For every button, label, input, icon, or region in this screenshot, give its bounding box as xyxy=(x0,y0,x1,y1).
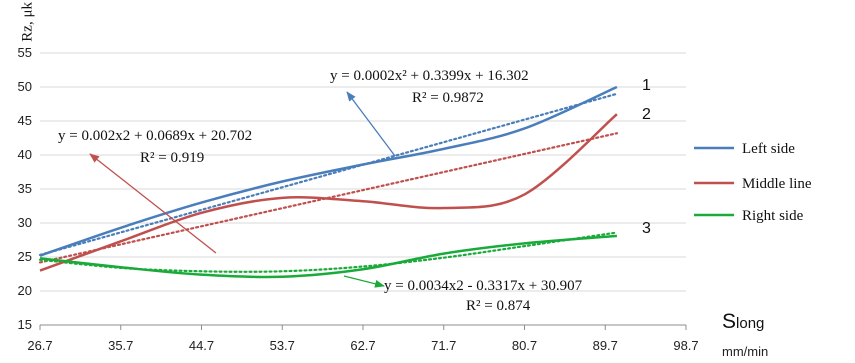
curve-number-1: 1 xyxy=(642,77,651,94)
x-axis-label-sub: long xyxy=(736,315,764,332)
legend-label-right-side: Right side xyxy=(742,208,804,224)
r2-middle-line: R² = 0.919 xyxy=(140,150,204,166)
x-tick-labels: 26.7 35.7 44.7 53.7 62.7 71.7 80.7 89.7 98.7 xyxy=(27,338,698,353)
arrow-right-side xyxy=(343,275,385,288)
x-axis-label-main: S xyxy=(722,310,736,333)
y-tick-label: 55 xyxy=(18,45,32,60)
axes xyxy=(39,324,687,330)
equation-right-side: y = 0.0034x2 - 0.3317x + 30.907 xyxy=(384,278,583,294)
curve-number-2: 2 xyxy=(642,106,651,123)
trendline-left-side xyxy=(38,92,619,257)
x-tick-label: 98.7 xyxy=(673,338,698,353)
x-tick-label: 26.7 xyxy=(27,338,52,353)
r2-left-side: R² = 0.9872 xyxy=(412,90,484,106)
y-tick-label: 25 xyxy=(18,249,32,264)
y-tick-labels: 15 20 25 30 35 40 45 50 55 xyxy=(18,45,32,332)
y-tick-label: 15 xyxy=(18,317,32,332)
x-tick-label: 62.7 xyxy=(350,338,375,353)
arrow-middle-line xyxy=(89,153,217,254)
x-axis-label: Slong xyxy=(722,310,764,333)
grid-lines xyxy=(40,52,686,292)
y-tick-label: 50 xyxy=(18,79,32,94)
arrow-left-side xyxy=(346,91,396,157)
x-axis-unit: mm/min xyxy=(722,344,768,359)
x-tick-label: 53.7 xyxy=(270,338,295,353)
series-lines xyxy=(39,85,618,279)
equation-left-side: y = 0.0002x² + 0.3399x + 16.302 xyxy=(330,68,529,84)
r2-right-side: R² = 0.874 xyxy=(466,298,531,314)
y-tick-label: 20 xyxy=(18,283,32,298)
series-line-middle-line xyxy=(39,113,618,272)
legend-label-middle-line: Middle line xyxy=(742,176,812,192)
y-tick-label: 30 xyxy=(18,215,32,230)
y-tick-label: 45 xyxy=(18,113,32,128)
series-line-left-side xyxy=(39,85,618,257)
series-line-right-side xyxy=(39,234,618,279)
curve-number-3: 3 xyxy=(642,220,651,237)
y-tick-label: 35 xyxy=(18,181,32,196)
x-tick-label: 71.7 xyxy=(431,338,456,353)
legend-label-left-side: Left side xyxy=(742,141,795,157)
equation-middle-line: y = 0.002x2 + 0.0689x + 20.702 xyxy=(58,128,252,144)
x-tick-label: 35.7 xyxy=(108,338,133,353)
x-tick-label: 44.7 xyxy=(189,338,214,353)
x-tick-label: 80.7 xyxy=(512,338,537,353)
x-tick-label: 89.7 xyxy=(593,338,618,353)
y-axis-label: Rz, μk xyxy=(20,2,36,42)
legend: Left side Middle line Right side xyxy=(694,141,812,224)
y-tick-label: 40 xyxy=(18,147,32,162)
